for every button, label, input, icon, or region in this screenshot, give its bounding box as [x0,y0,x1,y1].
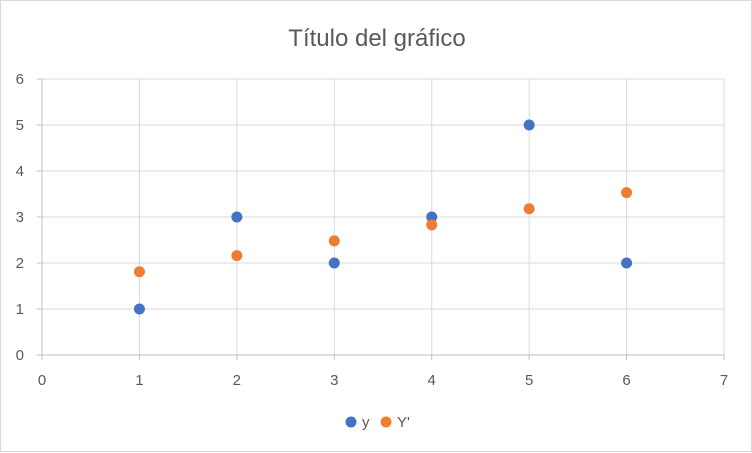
x-tick-label: 7 [720,372,728,389]
data-points [133,119,633,315]
data-point-series-2 [426,219,438,231]
legend-label: Y' [397,414,410,431]
y-tick-label: 1 [16,301,24,318]
data-point-series-1 [133,303,145,315]
x-tick-label: 3 [330,372,338,389]
legend: y Y' [345,414,410,431]
data-point-series-2 [523,203,535,215]
data-point-series-2 [133,266,145,278]
y-tick-label: 2 [16,255,24,272]
data-point-series-2 [621,187,633,199]
data-point-series-1 [621,257,633,269]
y-tick-label: 5 [16,117,24,134]
y-tick-label: 4 [16,163,24,180]
x-tick-label: 6 [622,372,630,389]
x-tick-label: 2 [233,372,241,389]
axes: 0 1 2 3 4 5 6 7 0 1 2 3 4 5 6 [16,71,729,389]
data-point-series-1 [523,119,535,131]
x-tick-label: 5 [525,372,533,389]
data-point-series-1 [328,257,340,269]
legend-label: y [362,414,370,431]
x-tick-label: 0 [38,372,46,389]
legend-marker [380,416,392,428]
legend-marker [345,416,357,428]
y-tick-label: 0 [16,347,24,364]
y-tick-label: 6 [16,71,24,88]
x-tick-label: 1 [135,372,143,389]
data-point-series-1 [426,211,438,223]
y-tick-label: 3 [16,209,24,226]
x-tick-label: 4 [428,372,436,389]
gridlines [42,78,725,355]
data-point-series-2 [231,250,243,262]
chart-title: Título del gráfico [288,25,465,52]
data-point-series-2 [328,235,340,247]
data-point-series-1 [231,211,243,223]
